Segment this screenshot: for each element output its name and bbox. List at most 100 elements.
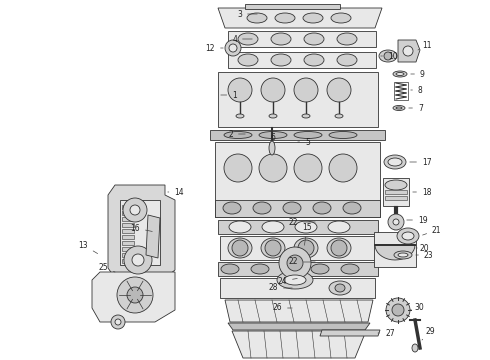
Ellipse shape bbox=[398, 253, 408, 257]
Text: 20: 20 bbox=[416, 243, 430, 252]
Ellipse shape bbox=[228, 238, 252, 258]
Text: 22: 22 bbox=[289, 257, 315, 266]
Text: 26: 26 bbox=[272, 303, 292, 312]
Ellipse shape bbox=[343, 202, 361, 214]
Text: 12: 12 bbox=[205, 44, 223, 53]
Circle shape bbox=[124, 246, 152, 274]
Ellipse shape bbox=[329, 131, 357, 139]
Circle shape bbox=[327, 78, 351, 102]
Ellipse shape bbox=[271, 33, 291, 45]
Bar bbox=[122, 217, 134, 221]
Circle shape bbox=[117, 277, 153, 313]
Ellipse shape bbox=[335, 114, 343, 118]
Polygon shape bbox=[232, 331, 366, 358]
Text: 19: 19 bbox=[407, 216, 428, 225]
Text: 24: 24 bbox=[277, 276, 297, 285]
Bar bbox=[215, 200, 380, 217]
Circle shape bbox=[111, 315, 125, 329]
Text: 11: 11 bbox=[418, 41, 432, 50]
Ellipse shape bbox=[337, 54, 357, 66]
Bar bbox=[394, 82, 408, 100]
Circle shape bbox=[132, 254, 144, 266]
Bar bbox=[122, 223, 134, 227]
Ellipse shape bbox=[262, 221, 284, 233]
Ellipse shape bbox=[402, 232, 414, 240]
Ellipse shape bbox=[379, 50, 397, 62]
Bar bbox=[122, 235, 134, 239]
Ellipse shape bbox=[337, 33, 357, 45]
Bar bbox=[122, 241, 134, 245]
Ellipse shape bbox=[412, 344, 418, 352]
Ellipse shape bbox=[251, 264, 269, 274]
Circle shape bbox=[403, 46, 413, 56]
Bar bbox=[228, 52, 376, 68]
Bar bbox=[122, 211, 134, 215]
Ellipse shape bbox=[284, 275, 306, 285]
Ellipse shape bbox=[327, 238, 351, 258]
Ellipse shape bbox=[294, 131, 322, 139]
Circle shape bbox=[331, 240, 347, 256]
Text: 18: 18 bbox=[413, 188, 432, 197]
Text: 27: 27 bbox=[378, 328, 394, 338]
Text: 5: 5 bbox=[298, 138, 310, 147]
Ellipse shape bbox=[313, 202, 331, 214]
Ellipse shape bbox=[394, 251, 412, 259]
Text: 14: 14 bbox=[168, 188, 184, 197]
Ellipse shape bbox=[223, 202, 241, 214]
Text: 28: 28 bbox=[269, 284, 292, 292]
Polygon shape bbox=[120, 200, 160, 265]
Polygon shape bbox=[228, 323, 370, 330]
Ellipse shape bbox=[385, 180, 407, 190]
Ellipse shape bbox=[238, 54, 258, 66]
Circle shape bbox=[259, 154, 287, 182]
Circle shape bbox=[232, 240, 248, 256]
Text: 3: 3 bbox=[237, 9, 257, 18]
Polygon shape bbox=[146, 215, 160, 258]
Ellipse shape bbox=[283, 202, 301, 214]
Polygon shape bbox=[320, 330, 380, 336]
Ellipse shape bbox=[253, 202, 271, 214]
Circle shape bbox=[392, 304, 404, 316]
Circle shape bbox=[393, 219, 399, 225]
Ellipse shape bbox=[304, 33, 324, 45]
Bar bbox=[215, 142, 380, 217]
Ellipse shape bbox=[393, 105, 405, 111]
Bar bbox=[122, 205, 134, 209]
Circle shape bbox=[123, 198, 147, 222]
Ellipse shape bbox=[311, 264, 329, 274]
Text: 7: 7 bbox=[409, 104, 423, 113]
Bar bbox=[210, 130, 385, 140]
Circle shape bbox=[115, 319, 121, 325]
Ellipse shape bbox=[302, 114, 310, 118]
Ellipse shape bbox=[236, 114, 244, 118]
Bar bbox=[218, 220, 378, 234]
Bar bbox=[122, 253, 134, 257]
Ellipse shape bbox=[281, 264, 299, 274]
Bar bbox=[383, 178, 409, 206]
Polygon shape bbox=[398, 40, 420, 62]
Polygon shape bbox=[108, 185, 175, 278]
Circle shape bbox=[386, 298, 410, 322]
Circle shape bbox=[229, 44, 237, 52]
Ellipse shape bbox=[384, 155, 406, 169]
Text: 30: 30 bbox=[410, 303, 424, 312]
Ellipse shape bbox=[329, 281, 351, 295]
Circle shape bbox=[127, 287, 143, 303]
Ellipse shape bbox=[294, 238, 318, 258]
Polygon shape bbox=[220, 236, 378, 260]
Ellipse shape bbox=[303, 13, 323, 23]
Circle shape bbox=[261, 78, 285, 102]
Bar bbox=[385, 190, 407, 194]
Text: 15: 15 bbox=[302, 222, 312, 245]
Ellipse shape bbox=[328, 221, 350, 233]
Ellipse shape bbox=[224, 131, 252, 139]
Circle shape bbox=[224, 154, 252, 182]
Circle shape bbox=[388, 214, 404, 230]
Text: 29: 29 bbox=[422, 328, 435, 340]
Circle shape bbox=[298, 240, 314, 256]
Circle shape bbox=[228, 78, 252, 102]
Bar bbox=[122, 247, 134, 251]
Bar bbox=[122, 229, 134, 233]
Polygon shape bbox=[225, 300, 373, 322]
Bar bbox=[374, 232, 416, 267]
